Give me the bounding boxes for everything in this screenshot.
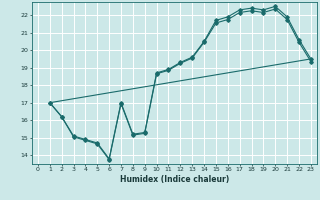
X-axis label: Humidex (Indice chaleur): Humidex (Indice chaleur) bbox=[120, 175, 229, 184]
